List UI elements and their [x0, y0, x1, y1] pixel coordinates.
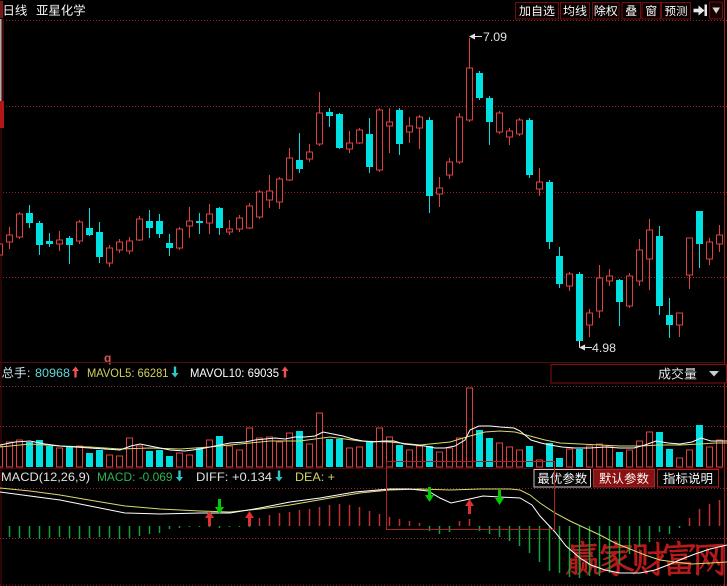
svg-text:q: q	[104, 351, 111, 365]
svg-text:7.09: 7.09	[483, 30, 507, 44]
svg-text:MAVOL5: 66281: MAVOL5: 66281	[87, 366, 169, 380]
svg-text:MAVOL10: 69035: MAVOL10: 69035	[190, 366, 279, 380]
svg-text:4.98: 4.98	[592, 341, 616, 355]
svg-text:DEA: +: DEA: +	[295, 470, 335, 484]
svg-text::: :	[27, 366, 30, 380]
svg-text:MACD: -0.069: MACD: -0.069	[97, 470, 173, 484]
svg-text:MACD(12,26,9): MACD(12,26,9)	[1, 470, 90, 484]
svg-text:80968: 80968	[35, 366, 70, 380]
svg-text:DIFF: +0.134: DIFF: +0.134	[196, 470, 272, 484]
